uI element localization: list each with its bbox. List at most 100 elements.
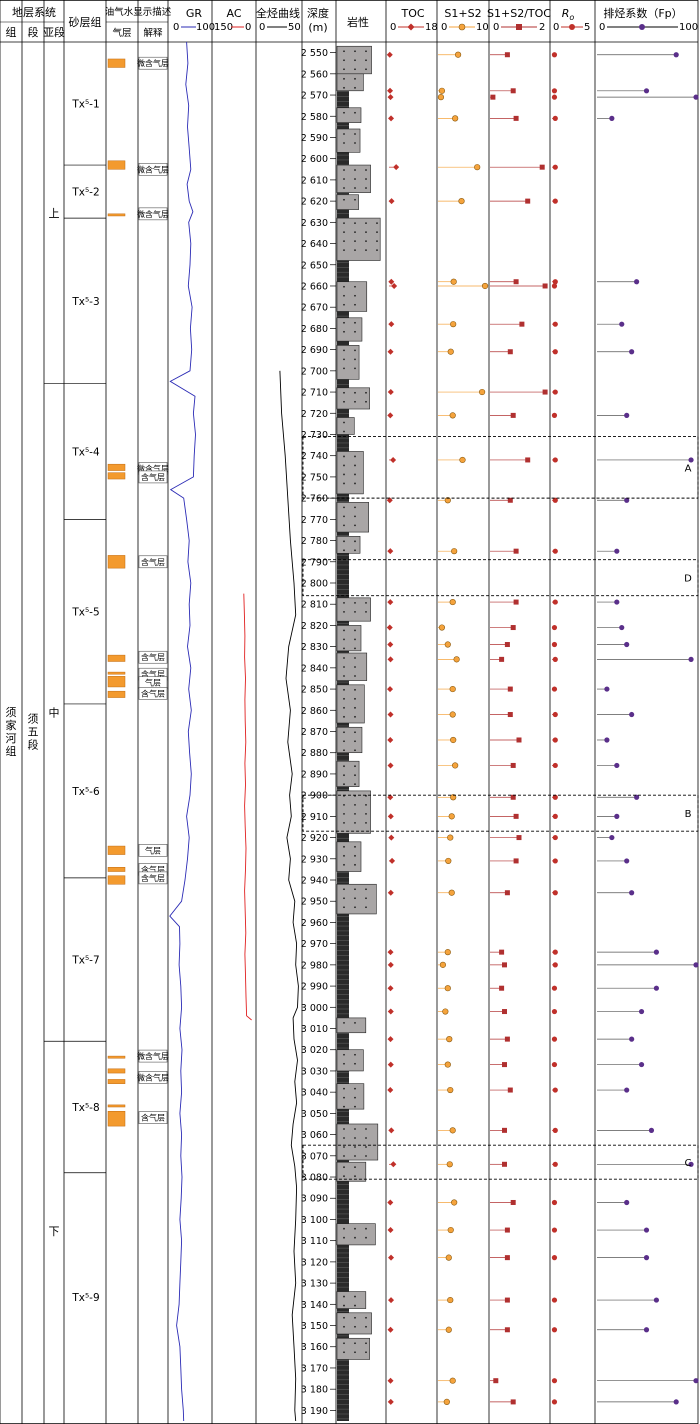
sand-dot xyxy=(343,1295,345,1298)
s1s2-marker xyxy=(438,624,446,631)
depth-label: 2 550 xyxy=(301,48,328,59)
sand-dot xyxy=(365,178,367,180)
sand-dot xyxy=(354,1155,356,1157)
sand-dot xyxy=(343,524,345,527)
sand-dot xyxy=(354,540,356,543)
interpretation-label: 含气层 xyxy=(141,557,165,567)
sand-dot xyxy=(343,749,345,752)
s1s2toc-marker xyxy=(499,656,505,662)
gas-layer xyxy=(107,867,126,872)
member-label-char: 五 xyxy=(28,726,39,739)
sand-dot xyxy=(354,303,356,306)
s1s2-marker xyxy=(448,889,455,896)
sand-dot xyxy=(365,231,367,233)
interpretation-label: 含气层 xyxy=(141,669,165,679)
sand-dot xyxy=(354,845,356,848)
toc-marker xyxy=(386,51,393,58)
sand-group-label: Tx⁵-3 xyxy=(71,296,99,308)
sand-dot xyxy=(365,804,367,806)
sand-dot xyxy=(343,198,345,201)
ro-marker xyxy=(552,890,558,896)
s1s2-marker xyxy=(447,1226,454,1234)
sand-dot xyxy=(343,1351,345,1354)
s1s2toc-marker xyxy=(510,625,516,631)
s1s2-marker xyxy=(444,949,451,956)
interpretation-label: 微含气层 xyxy=(137,1072,169,1082)
sand-dot xyxy=(343,740,345,743)
interpretation-box xyxy=(138,555,168,569)
interpretation-label: 气层 xyxy=(145,678,161,688)
toc-marker xyxy=(388,834,395,841)
fp-marker xyxy=(693,962,699,968)
scale-s1s2-max: 10 xyxy=(476,22,489,33)
toc-marker xyxy=(388,278,395,285)
s1s2-marker xyxy=(458,198,465,205)
s1s2toc-marker xyxy=(499,949,505,955)
scale-hc-min: 0 xyxy=(259,22,265,33)
sand-dot xyxy=(354,601,356,604)
sandstone-bed xyxy=(336,1123,379,1161)
fp-marker xyxy=(643,1327,650,1333)
sandstone-bed xyxy=(336,345,360,380)
depth-label: 2 640 xyxy=(301,239,328,250)
fp-marker xyxy=(619,624,625,631)
depth-label: 2 990 xyxy=(301,982,328,993)
sand-dot xyxy=(354,294,356,297)
depth-label: 2 660 xyxy=(301,281,328,292)
sand-dot xyxy=(354,657,356,659)
ro-marker xyxy=(552,599,558,605)
depth-label: 3 040 xyxy=(301,1088,328,1099)
gas-layer xyxy=(107,555,126,569)
sand-dot xyxy=(354,482,356,485)
fp-marker xyxy=(624,412,630,418)
sand-dot xyxy=(354,610,356,613)
sand-dot xyxy=(343,706,345,709)
depth-label: 2 700 xyxy=(301,366,328,377)
sand-group-label: Tx⁵-8 xyxy=(71,1102,99,1114)
s1s2toc-marker xyxy=(502,1062,507,1068)
toc-marker xyxy=(387,961,394,968)
sand-dot xyxy=(354,813,356,815)
s1s2toc-marker xyxy=(507,1087,513,1093)
gas-layer xyxy=(107,845,126,855)
toc-marker xyxy=(388,1297,395,1304)
sand-dot xyxy=(354,783,356,786)
scale-gr-max: 100 xyxy=(196,22,215,33)
sand-dot xyxy=(354,1175,356,1178)
interpretation-box xyxy=(138,470,168,484)
s1s2-marker xyxy=(446,1161,453,1168)
fp-marker xyxy=(673,52,679,58)
s1s2-marker xyxy=(479,388,486,396)
ro-marker xyxy=(552,349,558,355)
s1s2toc-marker xyxy=(507,497,513,503)
s1s2-marker xyxy=(449,1377,456,1384)
sand-dot xyxy=(343,1105,345,1108)
sand-group-label: Tx⁵-9 xyxy=(71,1292,99,1304)
scale-s1s2-marker xyxy=(458,23,466,31)
sand-dot xyxy=(343,482,345,485)
ro-marker xyxy=(552,198,558,204)
fp-marker xyxy=(643,1227,650,1233)
s1s2toc-marker xyxy=(507,686,513,692)
scale-toc-marker xyxy=(407,23,415,31)
sand-dot xyxy=(376,249,378,251)
fp-marker xyxy=(629,711,635,718)
s1s2toc-marker xyxy=(504,1036,510,1042)
depth-label: 3 100 xyxy=(301,1215,328,1226)
sand-dot xyxy=(343,765,345,768)
toc-marker xyxy=(387,1326,394,1333)
depth-label: 2 910 xyxy=(301,812,328,823)
gas-layer xyxy=(107,1111,126,1127)
fp-marker xyxy=(638,1008,645,1015)
s1s2toc-marker xyxy=(525,457,531,463)
sand-dot xyxy=(376,240,378,242)
fp-marker xyxy=(693,94,699,100)
sand-dot xyxy=(343,1137,345,1139)
s1s2toc-marker xyxy=(510,88,516,94)
s1s2toc-marker xyxy=(513,279,519,285)
sand-dot xyxy=(365,59,367,62)
sandstone-bed xyxy=(336,883,377,915)
s1s2toc-marker xyxy=(507,349,513,355)
fp-marker xyxy=(624,1199,630,1206)
depth-label: 3 160 xyxy=(301,1342,328,1353)
